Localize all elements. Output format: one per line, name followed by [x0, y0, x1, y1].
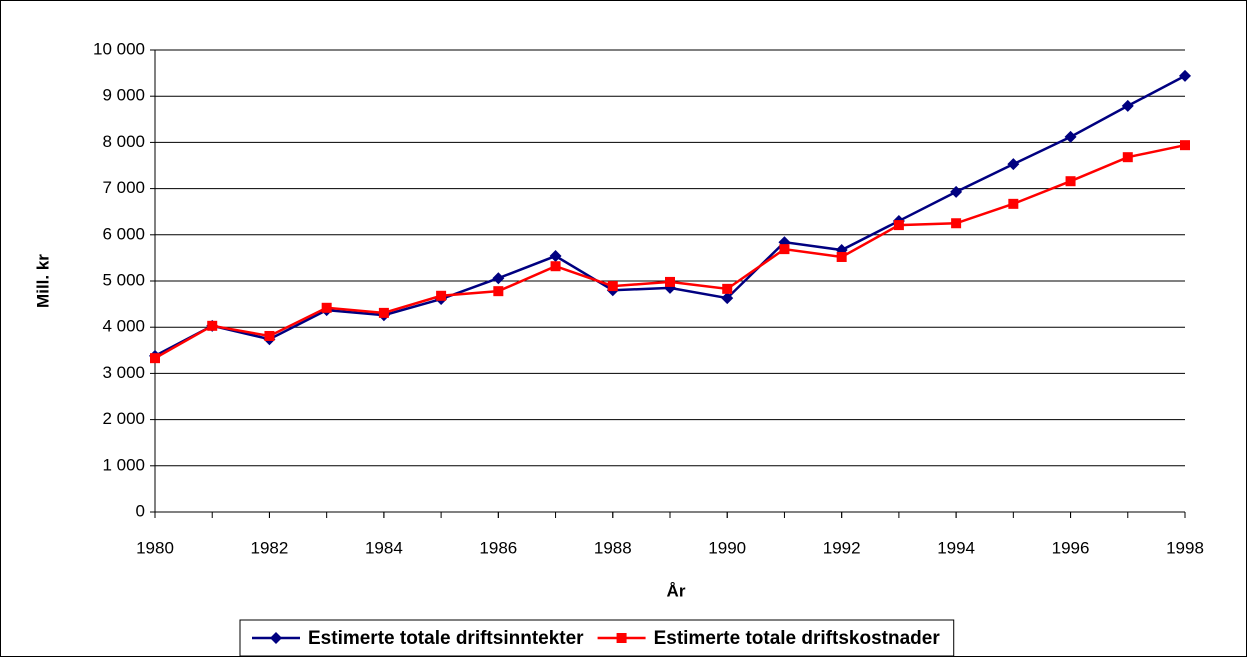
marker [1008, 198, 1019, 209]
marker [893, 220, 904, 231]
x-tick-label: 1994 [937, 538, 975, 557]
marker [549, 250, 562, 263]
y-tick-label: 7 000 [102, 178, 145, 197]
marker [616, 633, 627, 643]
marker [779, 244, 790, 255]
x-tick-label: 1982 [251, 538, 289, 557]
marker [270, 632, 282, 644]
legend-label: Estimerte totale driftskostnader [654, 628, 941, 649]
marker [1007, 158, 1020, 171]
y-tick-label: 9 000 [102, 86, 145, 105]
legend: Estimerte totale driftsinntekter Estimert… [239, 619, 955, 657]
y-tick-label: 8 000 [102, 132, 145, 151]
x-tick-label: 1988 [594, 538, 632, 557]
marker [721, 292, 734, 305]
x-tick-label: 1980 [136, 538, 174, 557]
y-tick-label: 2 000 [102, 409, 145, 428]
legend-box [239, 619, 955, 657]
x-tick-label: 1992 [823, 538, 861, 557]
marker [207, 320, 218, 331]
marker [321, 302, 332, 313]
x-tick-label: 1990 [708, 538, 746, 557]
marker [950, 185, 963, 198]
x-tick-label: 1998 [1166, 538, 1204, 557]
marker [1065, 176, 1076, 187]
y-tick-label: 3 000 [102, 363, 145, 382]
marker [493, 286, 504, 297]
y-tick-label: 1 000 [102, 455, 145, 474]
marker [1180, 140, 1190, 151]
marker [1121, 99, 1134, 112]
x-tick-label: 1984 [365, 538, 403, 557]
marker [607, 281, 618, 292]
y-tick-label: 6 000 [102, 224, 145, 243]
y-axis-title: Mill. kr [33, 254, 52, 308]
marker [492, 272, 505, 285]
marker [951, 218, 962, 229]
marker [550, 261, 561, 272]
y-tick-label: 0 [136, 501, 145, 520]
x-tick-label: 1986 [479, 538, 517, 557]
marker [264, 330, 275, 341]
x-tick-label: 1996 [1052, 538, 1090, 557]
marker [378, 307, 389, 318]
marker [665, 276, 675, 287]
y-tick-label: 10 000 [93, 39, 145, 58]
marker [1122, 152, 1133, 163]
marker [1064, 130, 1077, 143]
legend-label: Estimerte totale driftsinntekter [308, 628, 584, 649]
marker [150, 353, 160, 364]
y-tick-label: 4 000 [102, 317, 145, 336]
marker [836, 251, 847, 262]
x-axis-title: År [667, 581, 686, 600]
marker [1179, 69, 1191, 82]
y-tick-label: 5 000 [102, 270, 145, 289]
marker [722, 283, 733, 294]
marker [436, 290, 447, 301]
